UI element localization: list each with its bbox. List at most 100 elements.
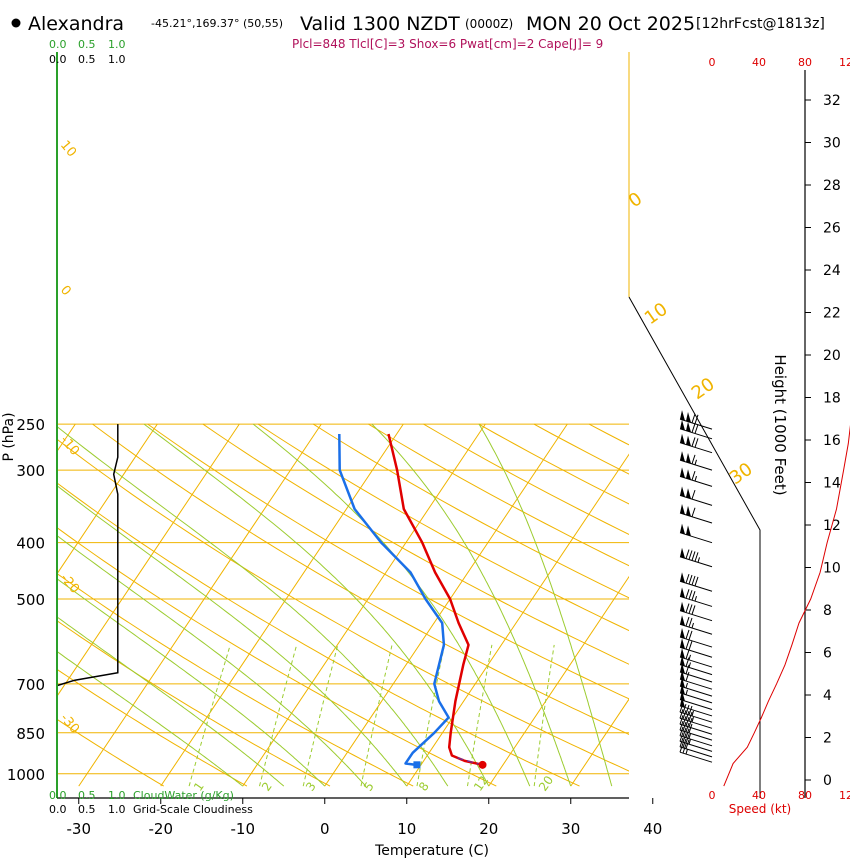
height-tick-label: 4: [823, 688, 832, 704]
p-tick-label: 1000: [7, 766, 45, 784]
wind-barb-staff: [679, 705, 713, 717]
wind-barb-full: [679, 726, 684, 736]
x-tick-label: 40: [643, 820, 662, 838]
wind-barb-staff: [679, 532, 713, 544]
y-axis-title: P (hPa): [1, 412, 17, 461]
utc-time: (0000Z): [465, 17, 513, 31]
height-axis-title: Height (1000 Feet): [771, 354, 789, 495]
wind-barb-full: [685, 589, 690, 599]
dry-adiabat: [57, 668, 248, 787]
mixing-ratio-line: [188, 644, 231, 787]
wind-barb-staff: [679, 475, 713, 487]
wind-barb: [679, 601, 713, 622]
cloud-top-label2-2: 1.0: [108, 53, 126, 66]
wind-barb: [679, 670, 713, 690]
wind-barb-full: [682, 703, 687, 714]
wind-barb-flag: [686, 452, 691, 464]
wind-barb-full: [691, 591, 696, 601]
valid-time: Valid 1300 NZDT: [300, 13, 460, 35]
wind-barb-staff: [679, 692, 713, 704]
wind-barb-flag: [680, 663, 685, 674]
cloud-bottom-label-1: 0.5: [78, 789, 96, 802]
wind-barb-flag: [680, 696, 685, 708]
wind-barb: [679, 638, 713, 658]
isotherm: [324, 423, 568, 787]
cloud-water-label: CloudWater (g/Kg): [133, 789, 234, 802]
wind-barb-flag: [680, 486, 685, 497]
surface-dewpoint-marker: [413, 761, 421, 769]
wind-barb-full: [679, 715, 684, 725]
wind-barb-full: [685, 717, 690, 727]
wind-barb-flag: [680, 638, 685, 649]
dry-adiabat: [57, 620, 331, 787]
wind-barb-staff: [679, 636, 713, 648]
wind-barb: [679, 628, 713, 648]
height-tick-label: 22: [823, 306, 841, 322]
height-tick-label: 0: [823, 773, 832, 789]
wind-barb-flag: [686, 435, 691, 447]
wind-barb-half: [691, 710, 694, 717]
wind-barb-full: [688, 630, 693, 641]
speed-bottom-120: 120: [839, 789, 850, 802]
speed-bottom-0: 0: [709, 789, 716, 802]
height-tick-label: 16: [823, 433, 841, 449]
wind-barb: [679, 419, 713, 440]
wind-barb-staff: [679, 512, 713, 524]
series-dewpoint: [338, 433, 450, 767]
wind-speed-profile: [723, 424, 850, 787]
wind-barb-full: [691, 605, 696, 615]
wind-barb-staff: [679, 595, 713, 607]
x-tick-label: 0: [320, 820, 330, 838]
series-parcel: [455, 755, 483, 766]
wind-barb-flag: [680, 683, 685, 695]
wind-barb-full: [688, 717, 693, 728]
moist-adiabat: [371, 423, 572, 787]
speed-top-0: 0: [709, 56, 716, 69]
wind-barb-half: [694, 595, 697, 602]
wind-barb-flag: [686, 469, 691, 480]
isotherm: [406, 453, 629, 787]
wind-barb-staff: [679, 494, 713, 506]
wind-barb-full: [685, 639, 690, 650]
wind-barb-half: [685, 748, 688, 755]
wind-barb-staff: [679, 580, 713, 592]
wind-barb-half: [694, 475, 697, 482]
cloud-bottom-label2-1: 0.5: [78, 803, 96, 816]
forecast-date: MON 20 Oct 2025: [526, 13, 695, 35]
wind-barb-full: [688, 617, 693, 628]
wind-barb: [679, 696, 713, 717]
wind-barb-full: [685, 734, 690, 744]
wind-barb-full: [685, 649, 690, 660]
wind-barb-full: [679, 732, 684, 742]
wind-barb-staff: [679, 556, 713, 568]
wind-barb: [679, 690, 713, 710]
wind-barb-full: [694, 576, 699, 587]
wind-barb-staff: [679, 656, 713, 668]
height-tick-label: 2: [823, 731, 832, 747]
wind-barb-flag: [686, 421, 691, 433]
wind-barb-full: [691, 489, 696, 500]
wind-barb-flag: [680, 467, 685, 478]
p-tick-label: 500: [16, 591, 45, 609]
wind-barb-full: [685, 657, 690, 667]
wind-barb-full: [682, 716, 687, 726]
series-temperature: [387, 433, 483, 767]
wind-barb-full: [691, 413, 696, 424]
mixing-ratio-line: [533, 644, 555, 787]
wind-barb-full: [682, 710, 687, 720]
height-tick-label: 28: [823, 178, 841, 194]
chart-header: Alexandra -45.21°,169.37° (50,55) Valid …: [11, 13, 825, 51]
speed-top-120: 120: [839, 56, 850, 69]
wind-barb: [679, 467, 713, 487]
wind-layer: [679, 410, 850, 787]
height-tick-label: 20: [823, 348, 841, 364]
wind-barb: [679, 587, 713, 607]
height-tick-label: 18: [823, 391, 841, 407]
wind-barb-full: [694, 552, 699, 562]
cloud-bottom-label-2: 1.0: [108, 789, 126, 802]
moist-adiabat: [57, 425, 449, 787]
series-layer: [56, 424, 487, 787]
p-tick-label: 850: [16, 725, 45, 743]
